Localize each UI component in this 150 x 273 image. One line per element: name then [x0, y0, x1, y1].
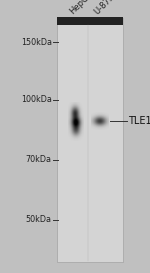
Text: 100kDa: 100kDa — [21, 95, 52, 104]
Text: 50kDa: 50kDa — [26, 215, 52, 224]
Bar — [57, 17, 123, 25]
Bar — [57, 18, 123, 262]
Text: U-87MG: U-87MG — [92, 0, 122, 16]
Text: 70kDa: 70kDa — [26, 155, 52, 164]
Text: HepG2: HepG2 — [68, 0, 95, 16]
Text: 150kDa: 150kDa — [21, 38, 52, 47]
Text: TLE1: TLE1 — [128, 117, 150, 126]
